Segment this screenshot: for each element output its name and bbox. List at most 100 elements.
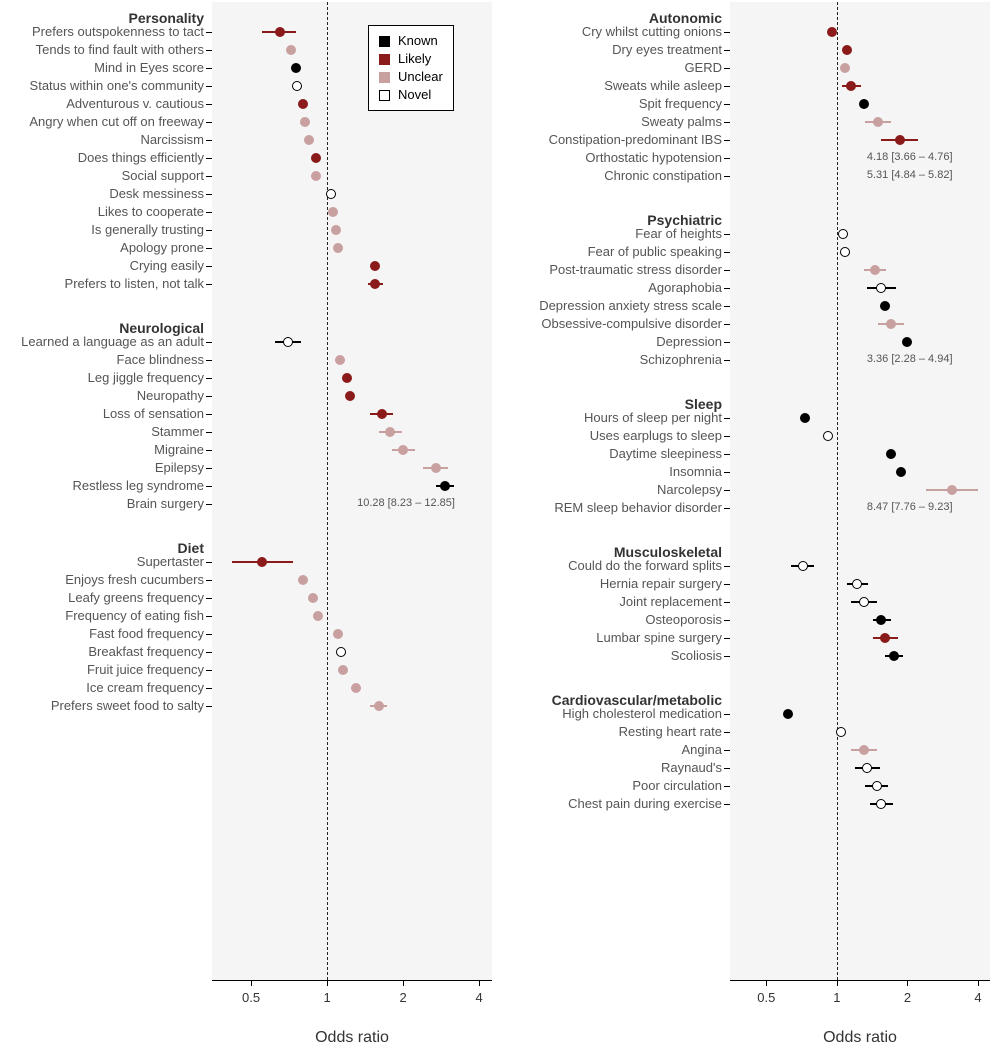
row-tick (724, 490, 730, 491)
x-axis-label-left: Odds ratio (315, 1029, 389, 1047)
row-label: Brain surgery (127, 496, 204, 511)
row-tick (724, 584, 730, 585)
or-marker (859, 745, 869, 755)
or-marker (257, 557, 267, 567)
or-marker (351, 683, 361, 693)
row-label: Epilepsy (155, 460, 204, 475)
or-marker (335, 355, 345, 365)
row-label: Cry whilst cutting onions (582, 24, 722, 39)
or-marker (872, 781, 882, 791)
row-label: Chronic constipation (604, 168, 722, 183)
row-label: Frequency of eating fish (65, 608, 204, 623)
or-marker (283, 337, 293, 347)
row-label: Ice cream frequency (86, 680, 204, 695)
row-label: Dry eyes treatment (612, 42, 722, 57)
legend-swatch (379, 36, 390, 47)
row-tick (206, 706, 212, 707)
row-label: Migraine (154, 442, 204, 457)
row-tick (724, 140, 730, 141)
row-tick (206, 158, 212, 159)
row-tick (724, 288, 730, 289)
row-tick (206, 598, 212, 599)
row-label: Depression anxiety stress scale (539, 298, 722, 313)
or-marker (440, 481, 450, 491)
row-tick (206, 504, 212, 505)
row-tick (724, 804, 730, 805)
or-marker (880, 633, 890, 643)
row-label: Raynaud's (661, 760, 722, 775)
row-label: Apology prone (120, 240, 204, 255)
row-tick (206, 652, 212, 653)
plot-background-left (212, 2, 492, 980)
offscale-annotation: 3.36 [2.28 – 4.94] (867, 353, 953, 365)
row-tick (724, 768, 730, 769)
offscale-annotation: 10.28 [8.23 – 12.85] (357, 497, 455, 509)
row-label: Fear of public speaking (588, 244, 722, 259)
or-marker (377, 409, 387, 419)
or-marker (840, 63, 850, 73)
or-marker (298, 575, 308, 585)
row-label: Neuropathy (137, 388, 204, 403)
or-marker (374, 701, 384, 711)
row-label: Resting heart rate (619, 724, 722, 739)
row-tick (206, 86, 212, 87)
row-label: Prefers sweet food to salty (51, 698, 204, 713)
row-label: Angina (682, 742, 722, 757)
row-label: Narcissism (140, 132, 204, 147)
row-tick (206, 68, 212, 69)
row-label: Leafy greens frequency (68, 590, 204, 605)
or-marker (275, 27, 285, 37)
row-tick (724, 306, 730, 307)
or-marker (345, 391, 355, 401)
row-tick (724, 50, 730, 51)
row-tick (206, 360, 212, 361)
row-tick (724, 508, 730, 509)
row-tick (206, 378, 212, 379)
row-tick (724, 714, 730, 715)
row-label: Lumbar spine surgery (596, 630, 722, 645)
row-label: Agoraphobia (648, 280, 722, 295)
row-label: Adventurous v. cautious (66, 96, 204, 111)
row-label: REM sleep behavior disorder (554, 500, 722, 515)
row-label: Chest pain during exercise (568, 796, 722, 811)
row-tick (206, 248, 212, 249)
x-tick (766, 980, 767, 986)
row-tick (724, 620, 730, 621)
row-tick (206, 580, 212, 581)
row-label: Is generally trusting (91, 222, 204, 237)
row-tick (724, 104, 730, 105)
row-tick (724, 750, 730, 751)
row-tick (206, 104, 212, 105)
x-axis-label-right: Odds ratio (823, 1029, 897, 1047)
x-tick-label: 4 (974, 990, 981, 1005)
row-tick (724, 68, 730, 69)
row-tick (206, 122, 212, 123)
legend-item: Novel (379, 86, 443, 104)
x-axis-right (730, 980, 990, 981)
row-label: Breakfast frequency (88, 644, 204, 659)
row-label: Learned a language as an adult (21, 334, 204, 349)
row-label: Fruit juice frequency (87, 662, 204, 677)
legend-item: Likely (379, 50, 443, 68)
row-tick (206, 450, 212, 451)
legend-label: Novel (398, 86, 431, 104)
row-tick (206, 230, 212, 231)
offscale-annotation: 4.18 [3.66 – 4.76] (867, 151, 953, 163)
row-label: Desk messiness (109, 186, 204, 201)
x-tick-label: 2 (904, 990, 911, 1005)
row-tick (724, 566, 730, 567)
legend-swatch (379, 90, 390, 101)
or-marker (292, 81, 302, 91)
row-tick (206, 486, 212, 487)
row-tick (206, 140, 212, 141)
x-tick (479, 980, 480, 986)
row-tick (206, 212, 212, 213)
row-tick (724, 472, 730, 473)
row-tick (724, 418, 730, 419)
row-tick (206, 50, 212, 51)
legend-item: Unclear (379, 68, 443, 86)
row-tick (206, 468, 212, 469)
row-label: Joint replacement (619, 594, 722, 609)
row-tick (724, 360, 730, 361)
row-tick (206, 688, 212, 689)
